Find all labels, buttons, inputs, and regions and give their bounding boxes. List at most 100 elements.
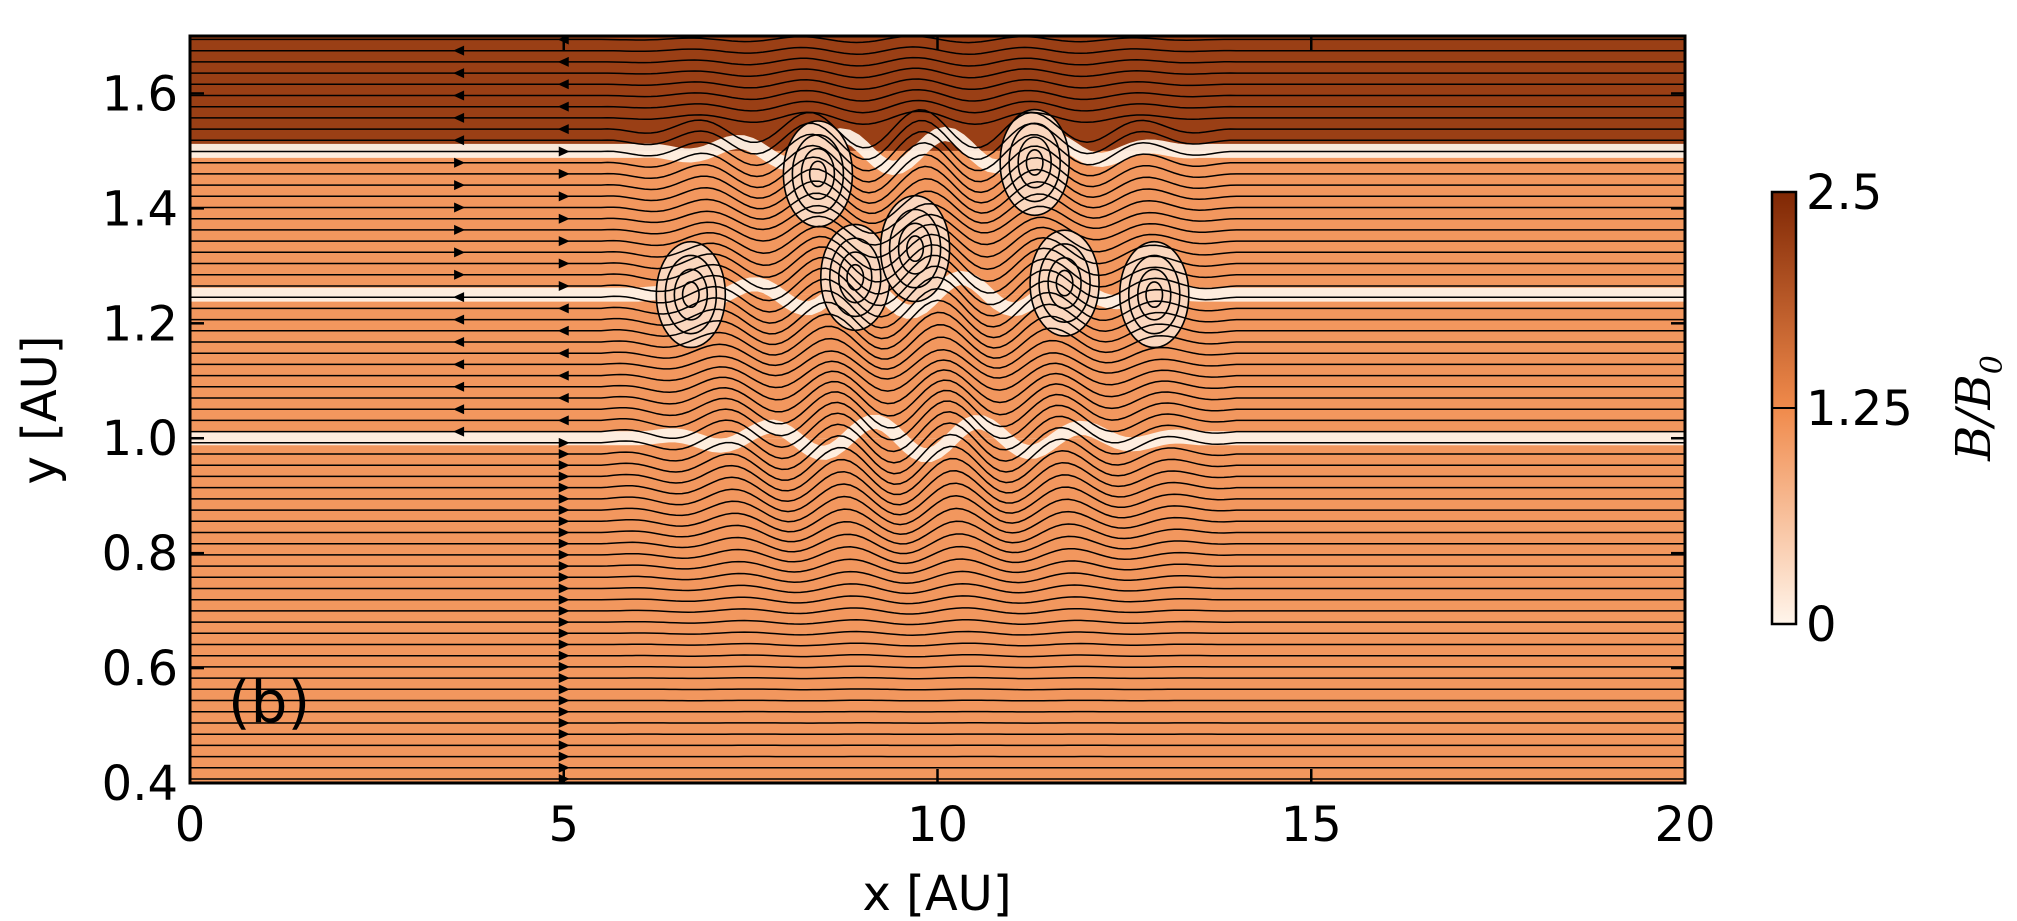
field-arrow-65 [453,45,465,56]
field-line-25 [190,482,1685,516]
field-line-31 [190,411,1685,453]
field-line-15 [190,607,1685,615]
field-line-46 [190,243,1685,283]
field-arrow-24 [558,505,570,516]
field-arrow-43 [453,292,465,303]
field-line-14 [190,619,1685,626]
field-arrow-22 [558,527,570,538]
field-arrow-33 [453,404,465,415]
field-line-41 [190,299,1685,340]
field-line-19 [190,558,1685,575]
field-arrow-21 [558,538,570,549]
field-line-45 [190,254,1685,295]
field-line-10 [190,665,1685,669]
island-5-loop-0 [1029,229,1100,337]
field-arrow-64 [557,56,569,67]
field-arrow-2 [558,751,570,762]
island-4-loop-0 [999,108,1070,217]
field-line-52 [190,177,1685,215]
x-axis: 0 5 10 15 20 [175,36,1716,853]
field-arrow-20 [558,549,570,560]
field-line-37 [190,348,1685,380]
field-line-16 [190,595,1685,605]
field-line-50 [190,203,1685,235]
field-line-13 [190,630,1685,636]
field-arrow-41 [453,314,465,325]
field-arrow-39 [453,336,465,347]
y-axis-label: y [AU] [12,335,68,484]
island-2-loop-1 [828,237,882,318]
field-line-43 [190,276,1685,318]
field-arrow-32 [557,415,569,426]
y-tick-label-1: 0.6 [102,641,178,697]
island-1-loop-0 [782,120,854,228]
colorbar-ticks: 0 1.25 2.5 [1772,165,1913,653]
field-line-54 [190,153,1685,194]
field-arrow-45 [454,269,466,280]
field-arrow-47 [454,247,466,258]
field-line-61 [190,88,1685,102]
field-arrow-37 [453,359,465,370]
field-arrow-54 [558,168,570,179]
island-1-loop-3 [808,160,827,188]
field-line-55 [190,142,1685,183]
field-line-47 [190,233,1685,271]
field-arrow-17 [558,583,570,594]
field-line-57 [190,119,1685,161]
field-arrow-25 [558,493,570,504]
field-arrow-48 [558,236,570,247]
y-tick-label-2: 0.8 [102,526,178,582]
panel-label: (b) [228,668,310,736]
field-line-22 [190,520,1685,545]
field-arrow-7 [558,695,570,706]
field-arrow-50 [558,213,570,224]
field-arrow-9 [558,673,570,684]
colorbar: 0 1.25 2.5 B/B0 [1770,165,2010,653]
field-arrow-52 [558,191,570,202]
field-line-44 [190,265,1685,307]
field-arrow-5 [558,717,570,728]
field-line-53 [190,165,1685,204]
field-arrow-12 [558,639,570,650]
island-3-loop-2 [897,222,933,275]
field-arrow-57 [453,135,465,146]
field-line-34 [190,379,1685,417]
field-arrow-38 [557,348,569,359]
field-line-49 [190,213,1685,246]
field-lines [190,36,1685,780]
field-arrow-31 [453,426,465,437]
colorbar-tick-label-0: 0 [1806,597,1837,653]
x-tick-label-2: 10 [907,797,968,853]
field-line-32 [190,400,1685,441]
field-arrow-42 [557,303,569,314]
field-arrow-51 [454,202,466,213]
field-line-48 [190,223,1685,259]
field-arrow-16 [558,594,570,605]
field-arrow-46 [558,258,570,269]
field-arrow-55 [454,157,466,168]
field-line-28 [190,445,1685,485]
field-arrow-60 [557,101,569,112]
field-arrow-11 [558,650,570,661]
field-arrow-6 [558,706,570,717]
field-line-17 [190,582,1685,595]
field-arrow-49 [454,224,466,235]
field-line-7 [190,699,1685,702]
field-arrow-1 [558,762,570,773]
field-line-12 [190,642,1685,647]
field-arrow-23 [558,516,570,527]
field-line-33 [190,389,1685,429]
field-band-1 [190,294,1685,439]
island-3-loop-0 [879,194,951,303]
field-arrow-59 [453,112,465,123]
field-arrow-28 [558,460,570,471]
field-line-64 [190,56,1685,67]
field-line-35 [190,369,1685,405]
island-3-loop-1 [888,208,942,289]
field-arrow-58 [557,124,569,135]
field-arrow-56 [558,146,570,157]
x-tick-label-1: 5 [548,797,579,853]
field-arrow-29 [558,449,570,460]
field-arrow-15 [558,605,570,616]
